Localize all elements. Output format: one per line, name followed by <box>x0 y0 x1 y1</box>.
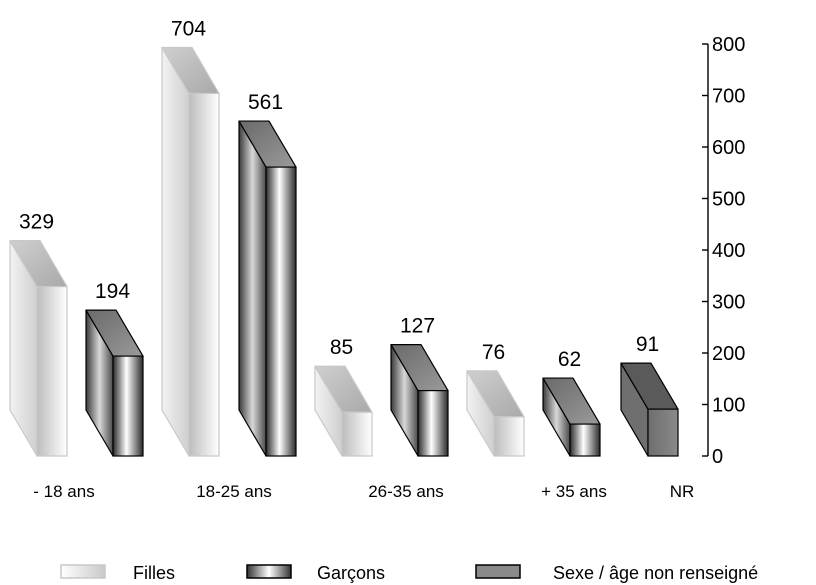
bar-side-face <box>161 46 190 457</box>
value-label: 194 <box>95 280 130 303</box>
bar-garçons-3 <box>542 377 601 457</box>
legend: Filles Garçons Sexe / âge non renseigné <box>60 563 758 583</box>
y-tick-label: 400 <box>712 240 745 262</box>
bars-layer <box>9 46 679 457</box>
y-tick-label: 100 <box>712 395 745 417</box>
legend-swatch <box>475 564 521 579</box>
bar-front-face <box>647 408 679 457</box>
y-axis: 0 100 200 300 400 500 600 700 800 <box>702 34 745 468</box>
y-tick-label: 300 <box>712 292 745 314</box>
legend-swatch <box>60 564 106 579</box>
legend-label: Filles <box>133 563 175 583</box>
bar-filles-0 <box>9 239 68 457</box>
bar-front-face <box>341 411 373 457</box>
value-label: 561 <box>248 91 283 114</box>
y-tick-label: 500 <box>712 189 745 211</box>
legend-item-0: Filles <box>60 563 175 583</box>
bar-front-face <box>112 355 144 457</box>
bar-front-face <box>417 389 449 457</box>
value-label: 704 <box>171 17 206 40</box>
x-tick-label: 18-25 ans <box>196 482 272 501</box>
x-tick-label: NR <box>670 482 695 501</box>
value-label: 85 <box>330 336 353 359</box>
bar-garçons-1 <box>238 120 297 457</box>
value-label: 91 <box>636 333 659 356</box>
bar-filles-1 <box>161 46 220 457</box>
x-tick-label: + 35 ans <box>541 482 607 501</box>
legend-item-2: Sexe / âge non renseigné <box>475 563 758 583</box>
value-label: 76 <box>482 341 505 364</box>
legend-label: Sexe / âge non renseigné <box>553 563 758 583</box>
y-tick-label: 0 <box>712 446 723 468</box>
legend-swatch <box>246 564 292 579</box>
bar-sexe-4 <box>620 362 679 457</box>
value-label: 329 <box>19 211 54 234</box>
x-axis-labels: - 18 ans 18-25 ans 26-35 ans + 35 ans NR <box>33 482 694 501</box>
value-label: 127 <box>400 315 435 338</box>
value-labels-layer: 329 194 704 561 85 127 76 62 91 <box>19 17 659 371</box>
bar-front-face <box>188 92 220 457</box>
bar-side-face <box>238 120 267 457</box>
legend-label: Garçons <box>317 563 385 583</box>
y-tick-label: 700 <box>712 86 745 108</box>
x-tick-label: - 18 ans <box>33 482 94 501</box>
y-tick-label: 200 <box>712 343 745 365</box>
legend-item-1: Garçons <box>246 563 385 583</box>
x-tick-label: 26-35 ans <box>368 482 444 501</box>
y-tick-label: 600 <box>712 137 745 159</box>
bar-front-face <box>36 285 68 457</box>
y-tick-label: 800 <box>712 34 745 56</box>
bar-front-face <box>569 423 601 457</box>
bar-front-face <box>265 166 297 457</box>
bar-garçons-0 <box>85 309 144 457</box>
value-label: 62 <box>558 348 581 371</box>
bar-filles-3 <box>466 370 525 457</box>
bar-front-face <box>493 416 525 457</box>
bar-filles-2 <box>314 365 373 457</box>
bar-garçons-2 <box>390 343 449 457</box>
